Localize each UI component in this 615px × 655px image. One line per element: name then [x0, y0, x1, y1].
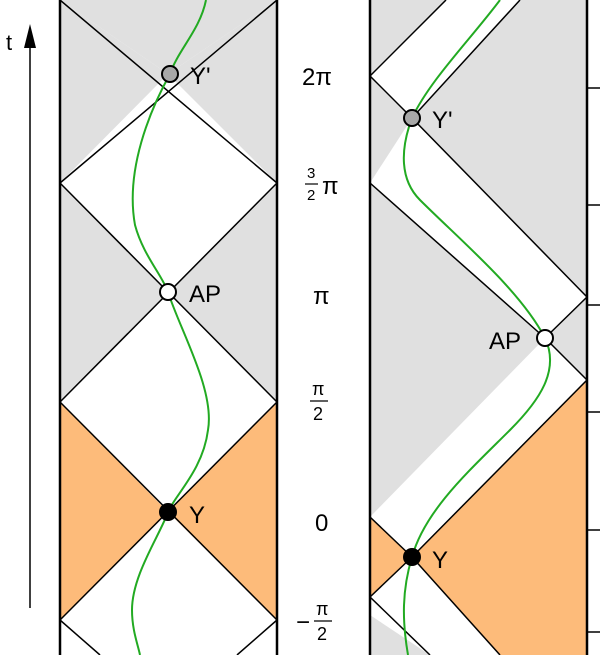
- tick-label-three-half-pi-denominator: 2: [307, 187, 315, 204]
- left-label-y-prime: Y': [190, 63, 211, 90]
- right-white-band-middle: [370, 118, 587, 338]
- right-white-band-bottom: [370, 557, 500, 655]
- tick-label-neg-half-pi-minus: −: [296, 609, 310, 636]
- time-axis-arrowhead: [24, 24, 36, 48]
- right-edge-ticks: [587, 87, 600, 633]
- tick-label-neg-half-pi-numerator: π: [316, 599, 328, 619]
- tick-label-pi: π: [313, 283, 330, 310]
- tick-labels: 2π 3 2 π π π 2 0 − π 2: [296, 64, 339, 644]
- right-orange-region-right: [412, 380, 587, 655]
- left-grey-region-top: [60, 0, 277, 74]
- left-grey-region-left-upper: [60, 0, 168, 183]
- left-orange-region-right: [168, 402, 277, 620]
- right-label-y: Y: [432, 547, 448, 574]
- tick-label-three-half-pi-numerator: 3: [307, 165, 315, 182]
- tick-label-zero: 0: [315, 510, 328, 537]
- left-grey-region-left-mid: [60, 183, 168, 402]
- right-marker-ap: [536, 329, 554, 347]
- left-marker-y-prime: [161, 65, 179, 83]
- tick-label-neg-half-pi-denominator: 2: [317, 624, 327, 644]
- left-worldline: [130, 0, 210, 655]
- left-marker-y: [159, 503, 177, 521]
- left-grey-region-right-mid: [168, 183, 277, 402]
- right-panel: Y' AP Y: [368, 0, 600, 655]
- right-marker-y-prime: [403, 109, 421, 127]
- left-marker-ap: [159, 283, 177, 301]
- left-panel: Y' AP Y: [58, 0, 279, 655]
- right-label-ap: AP: [489, 328, 521, 355]
- right-marker-y: [403, 548, 421, 566]
- tick-label-half-pi-denominator: 2: [313, 404, 323, 424]
- right-white-band-top: [370, 0, 520, 118]
- left-orange-region-left: [60, 402, 168, 620]
- right-label-y-prime: Y': [432, 107, 453, 134]
- tick-label-two-pi: 2π: [302, 64, 332, 91]
- tick-label-half-pi-numerator: π: [312, 379, 324, 399]
- left-grey-region-right-upper: [168, 0, 277, 183]
- right-orange-region-left: [370, 517, 412, 597]
- time-axis-label: t: [6, 30, 12, 55]
- left-label-y: Y: [189, 502, 205, 529]
- left-label-ap: AP: [189, 281, 221, 308]
- tick-label-three-half-pi-symbol: π: [322, 173, 339, 200]
- right-light-cone-lines: [369, 0, 588, 655]
- time-axis: t: [6, 24, 36, 608]
- right-white-band-lower: [370, 338, 587, 557]
